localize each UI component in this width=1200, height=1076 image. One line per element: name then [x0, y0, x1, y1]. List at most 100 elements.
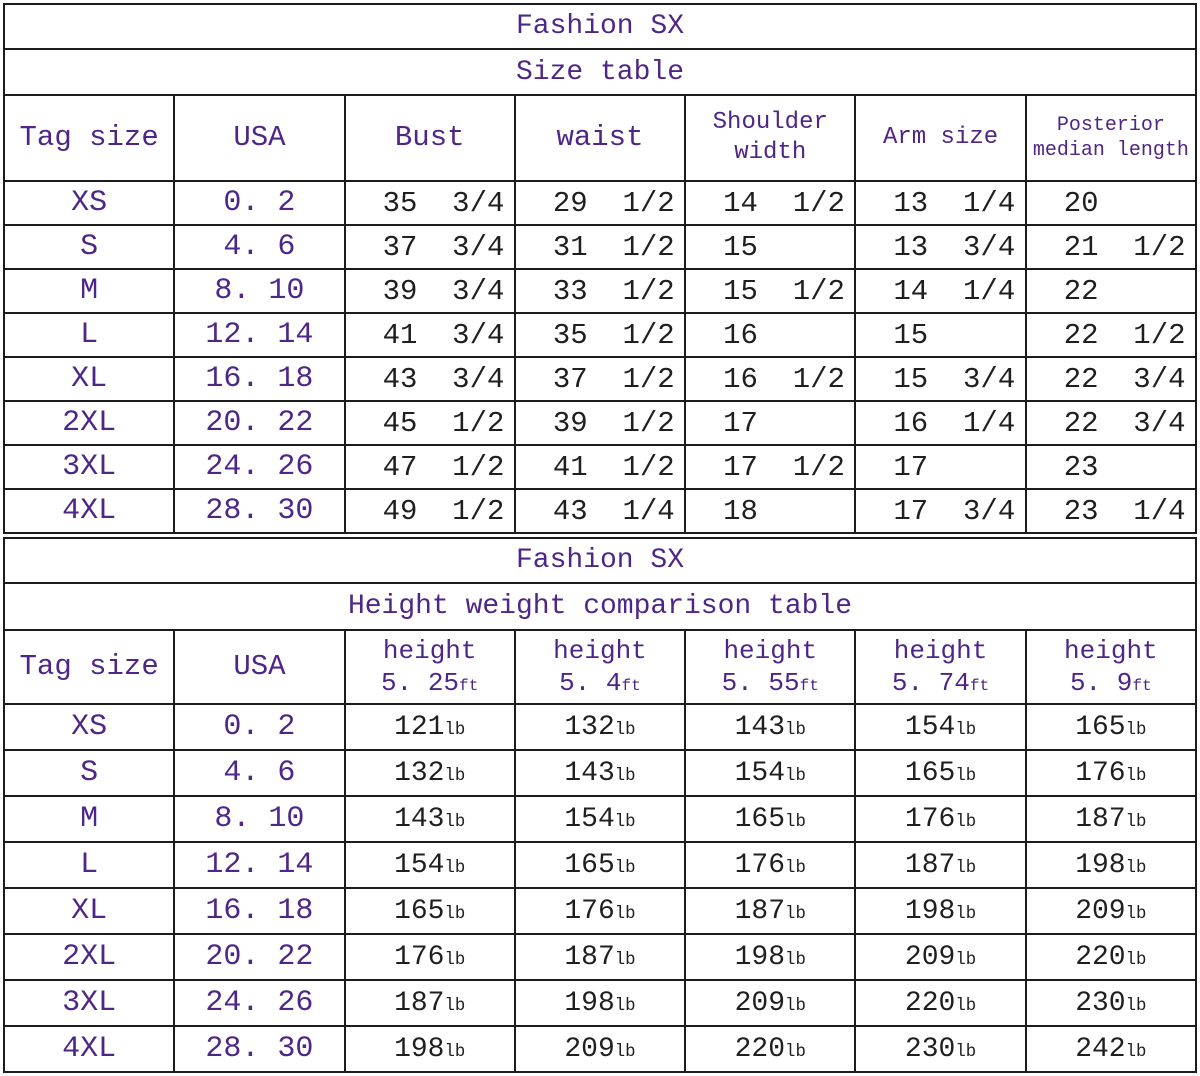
- table-cell: 41 3/4: [343, 312, 516, 358]
- weight-value: 198: [394, 1033, 445, 1065]
- weight-value: 209: [904, 941, 956, 973]
- table-cell: XS: [2, 703, 176, 751]
- table-cell: 45 1/2: [343, 400, 516, 446]
- table-cell: M: [2, 795, 176, 843]
- table-cell: 165lb: [854, 749, 1027, 797]
- cell-text: 35 1/2: [552, 318, 675, 352]
- height-value: 5. 4: [559, 667, 622, 698]
- table-cell: 165lb: [684, 795, 857, 843]
- table-cell: 14 1/2: [684, 180, 857, 226]
- cell-text: XL: [71, 362, 108, 396]
- cell-text: 4. 6: [223, 756, 296, 790]
- table-cell: 230lb: [854, 1025, 1027, 1073]
- table-cell: 187lb: [854, 841, 1027, 889]
- cell-text: 2XL: [62, 406, 117, 440]
- cell-text: 22 1/2: [1063, 318, 1186, 352]
- cell-text: 16 1/4: [893, 406, 1016, 440]
- cell-text: 28. 30: [205, 1032, 314, 1066]
- table-cell: 8. 10: [173, 795, 346, 843]
- column-header-row: Tag size USA height 5. 25ft height 5. 4ft heig…: [2, 629, 1198, 705]
- cell-text: 13 3/4: [893, 230, 1016, 264]
- table-cell: 220lb: [684, 1025, 857, 1073]
- weight-value: 220: [1075, 941, 1126, 973]
- weight-unit: lb: [785, 996, 806, 1016]
- weight-value: 198: [1075, 849, 1126, 881]
- cell-text: 21 1/2: [1063, 230, 1186, 264]
- cell-text: 15: [723, 230, 758, 264]
- weight-value: 132: [394, 757, 445, 789]
- table-cell: 15 1/2: [684, 268, 857, 314]
- table-cell: 28. 30: [173, 1025, 346, 1073]
- weight-unit: lb: [785, 858, 806, 878]
- table-cell: 17: [854, 444, 1027, 490]
- table-cell: 22 3/4: [1024, 400, 1198, 446]
- weight-unit: lb: [955, 996, 977, 1016]
- weight-value: 198: [564, 987, 615, 1019]
- table-cell: 16. 18: [173, 887, 346, 935]
- table-cell: 37 3/4: [343, 224, 516, 270]
- height-weight-table: Fashion SX Height weight comparison table…: [2, 537, 1198, 1073]
- table-cell: 143lb: [684, 703, 857, 751]
- weight-value: 154: [734, 757, 786, 789]
- column-header-label: waist: [556, 120, 644, 154]
- weight-unit: lb: [955, 720, 977, 740]
- table-row: XL 16. 18 43 3/4 37 1/2 16 1/2 15 3/4 22 3/4: [2, 356, 1198, 402]
- table-cell: 154lb: [343, 841, 516, 889]
- table-cell: 15: [684, 224, 857, 270]
- table-cell: 39 3/4: [343, 268, 516, 314]
- height-value: 5. 74: [891, 667, 970, 698]
- cell-text: 37 3/4: [382, 230, 505, 264]
- column-header: Shoulder width: [684, 94, 857, 182]
- table-cell: 143lb: [343, 795, 516, 843]
- weight-unit: lb: [614, 720, 636, 740]
- table-cell: 12. 14: [173, 312, 346, 358]
- weight-unit: lb: [1125, 950, 1147, 970]
- weight-unit: lb: [614, 996, 636, 1016]
- weight-unit: lb: [785, 766, 806, 786]
- table-row: S 4. 6 37 3/4 31 1/2 15 13 3/4 21 1/2: [2, 224, 1198, 270]
- table-cell: 4XL: [2, 488, 176, 534]
- cell-text: 49 1/2: [382, 494, 505, 528]
- weight-value: 143: [734, 711, 786, 743]
- title-text: Height weight comparison table: [347, 591, 853, 622]
- table-cell: 154lb: [854, 703, 1027, 751]
- cell-text: 23 1/4: [1063, 494, 1186, 528]
- table-cell: S: [2, 749, 176, 797]
- table-cell: 17 3/4: [854, 488, 1027, 534]
- table-cell: 3XL: [2, 979, 176, 1027]
- table-cell: 198lb: [684, 933, 857, 981]
- cell-text: 45 1/2: [382, 406, 505, 440]
- table-cell: 47 1/2: [343, 444, 516, 490]
- cell-text: 22 3/4: [1063, 406, 1186, 440]
- table-cell: 43 1/4: [513, 488, 687, 534]
- column-header-label: height: [553, 636, 647, 667]
- weight-unit: lb: [614, 950, 636, 970]
- table-brand-row: Fashion SX: [3, 537, 1197, 584]
- table-cell: 4. 6: [173, 749, 346, 797]
- table-cell: 242lb: [1024, 1025, 1198, 1073]
- cell-text: L: [80, 318, 99, 352]
- cell-text: 20: [1063, 186, 1099, 220]
- table-cell: 12. 14: [173, 841, 346, 889]
- height-unit: ft: [1132, 676, 1152, 695]
- weight-value: 154: [394, 849, 445, 881]
- table-cell: 3XL: [2, 444, 176, 490]
- table-cell: 41 1/2: [513, 444, 687, 490]
- height-value: 5. 55: [721, 667, 800, 698]
- table-cell: 198lb: [513, 979, 687, 1027]
- weight-value: 230: [1075, 987, 1126, 1019]
- table-cell: 4XL: [2, 1025, 176, 1073]
- weight-value: 154: [904, 711, 956, 743]
- weight-value: 198: [904, 895, 956, 927]
- table-title-row-cell: Size table: [3, 48, 1197, 96]
- table-cell: 24. 26: [173, 979, 346, 1027]
- table-cell: 165lb: [1024, 703, 1198, 751]
- table-cell: 121lb: [343, 703, 516, 751]
- cell-text: 12. 14: [205, 318, 314, 352]
- weight-unit: lb: [1125, 812, 1147, 832]
- weight-unit: lb: [444, 766, 466, 786]
- table-cell: 16: [684, 312, 857, 358]
- weight-value: 176: [394, 941, 445, 973]
- column-header: USA: [173, 94, 346, 182]
- weight-unit: lb: [444, 1042, 466, 1062]
